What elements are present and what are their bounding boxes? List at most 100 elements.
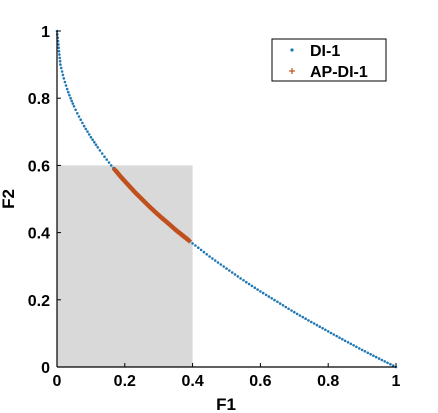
- data-point: [301, 315, 305, 319]
- data-point: [355, 345, 358, 349]
- data-point: [310, 320, 313, 324]
- data-point: [307, 319, 310, 322]
- data-point: [341, 337, 344, 341]
- data-point: [107, 161, 111, 164]
- data-point: [58, 59, 62, 63]
- data-point: [76, 112, 79, 115]
- data-point: [304, 317, 307, 321]
- data-point: [369, 352, 372, 356]
- x-axis-label: F1: [216, 395, 236, 413]
- data-point: [287, 307, 290, 311]
- data-point: [65, 87, 69, 91]
- data-point: [389, 362, 392, 366]
- data-point: [96, 146, 99, 149]
- data-point: [236, 275, 240, 278]
- data-point: [233, 273, 237, 276]
- data-point: [89, 135, 93, 139]
- data-point: [358, 347, 361, 350]
- data-point: [60, 70, 64, 73]
- data-point: [315, 323, 319, 327]
- data-point: [346, 341, 350, 344]
- data-point: [298, 314, 302, 317]
- data-point: [62, 77, 66, 80]
- legend-box: [271, 38, 387, 82]
- data-point: [57, 43, 60, 46]
- data-point: [366, 351, 370, 355]
- data-point: [267, 295, 271, 298]
- data-point: [343, 339, 347, 343]
- data-point: [329, 331, 333, 335]
- data-point: [197, 246, 200, 249]
- data-point: [281, 304, 285, 307]
- data-point: [84, 127, 88, 131]
- data-point: [270, 297, 274, 300]
- x-tick-label: 1: [392, 373, 401, 390]
- data-point: [245, 280, 248, 284]
- data-point: [295, 312, 299, 316]
- data-point: [79, 118, 82, 121]
- data-point: [71, 102, 75, 105]
- data-point: [58, 53, 61, 56]
- data-point: [391, 364, 395, 367]
- data-point: [278, 302, 282, 305]
- data-point: [63, 80, 67, 84]
- data-point: [208, 255, 211, 258]
- data-point: [186, 238, 192, 244]
- data-point: [276, 300, 279, 304]
- data-point: [230, 271, 234, 274]
- data-point: [225, 267, 228, 270]
- series-ap-di-1: [112, 166, 192, 244]
- data-point: [93, 140, 96, 144]
- data-point: [338, 336, 341, 340]
- data-point: [91, 138, 94, 141]
- data-point: [59, 66, 63, 70]
- data-point: [216, 261, 220, 264]
- data-point: [194, 244, 197, 247]
- legend: DI-1 AP-DI-1: [271, 38, 387, 82]
- y-tick-label: 0.8: [28, 91, 50, 108]
- data-point: [363, 350, 367, 353]
- data-point: [318, 325, 322, 329]
- data-point: [228, 269, 231, 272]
- data-point: [374, 355, 378, 359]
- data-point: [250, 284, 254, 288]
- data-point: [213, 259, 217, 262]
- data-point: [61, 73, 65, 77]
- data-point: [264, 293, 268, 297]
- data-point: [211, 257, 214, 260]
- data-point: [380, 358, 384, 362]
- x-tick-label: 0.6: [249, 373, 271, 390]
- data-point: [349, 342, 353, 346]
- data-point: [86, 130, 89, 133]
- data-point: [222, 265, 225, 268]
- legend-marker-di-1: [290, 48, 294, 52]
- y-tick-label: 0: [41, 360, 50, 377]
- data-point: [335, 334, 339, 338]
- data-point: [242, 279, 245, 282]
- y-tick-label: 0.4: [28, 226, 50, 243]
- data-point: [69, 96, 72, 100]
- data-point: [332, 333, 336, 336]
- x-tick-label: 0.2: [114, 373, 136, 390]
- data-point: [109, 164, 113, 167]
- data-point: [383, 360, 387, 363]
- data-point: [205, 253, 208, 256]
- data-point: [103, 155, 106, 158]
- data-point: [386, 361, 389, 365]
- data-point: [57, 49, 61, 53]
- legend-marker-ap-di-1: [289, 68, 295, 74]
- data-point: [312, 322, 316, 325]
- data-point: [68, 93, 71, 97]
- y-tick-label: 0.6: [28, 158, 50, 175]
- data-point: [256, 288, 259, 291]
- data-point: [98, 149, 102, 152]
- x-tick-label: 0: [53, 373, 62, 390]
- data-point: [57, 46, 60, 50]
- data-point: [273, 298, 276, 302]
- data-point: [82, 124, 86, 128]
- data-point: [94, 143, 98, 146]
- data-point: [81, 121, 84, 125]
- data-point: [247, 282, 251, 286]
- highlight-region: [57, 165, 193, 367]
